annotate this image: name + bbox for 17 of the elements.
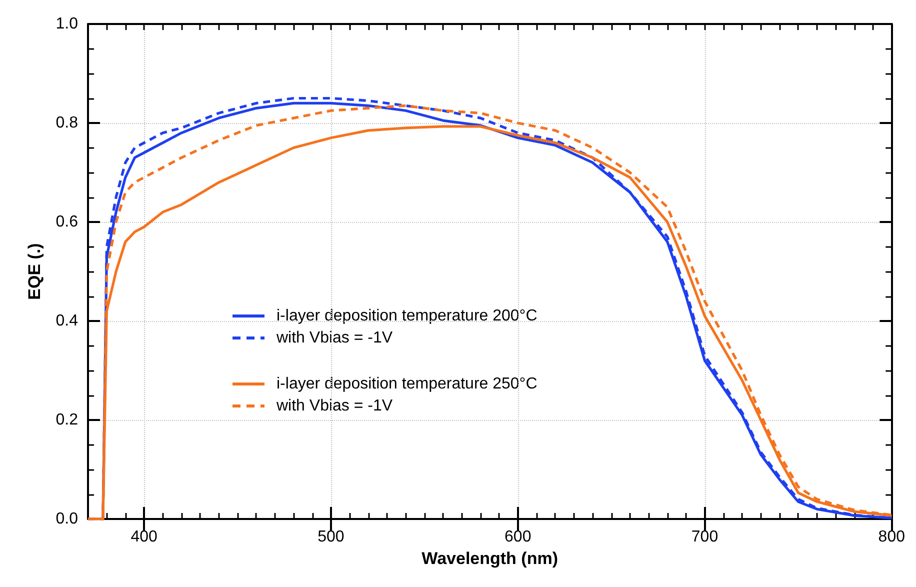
x-axis-title: Wavelength (nm) [422, 548, 558, 568]
x-tick-label: 500 [318, 528, 344, 546]
x-tick-label: 400 [130, 528, 158, 546]
x-tick-label: 700 [691, 528, 718, 546]
x-tick-label: 800 [878, 528, 906, 546]
y-tick-label: 0.2 [56, 412, 78, 428]
y-axis-title: EQE (.) [25, 243, 44, 300]
legend-label: with Vbias = -1V [276, 398, 393, 414]
y-tick-label: 1.0 [56, 16, 78, 32]
legend-label: i-layer deposition temperature 250°C [276, 376, 538, 392]
x-tick-label: 600 [504, 528, 532, 546]
y-tick-label: 0.4 [56, 312, 78, 330]
y-tick-label: 0.0 [56, 510, 78, 528]
legend-label: i-layer deposition temperature 200°C [276, 308, 538, 324]
y-tick-label: 0.8 [56, 114, 78, 132]
y-tick-label: 0.6 [56, 214, 78, 230]
legend-label: with Vbias = -1V [276, 330, 393, 346]
